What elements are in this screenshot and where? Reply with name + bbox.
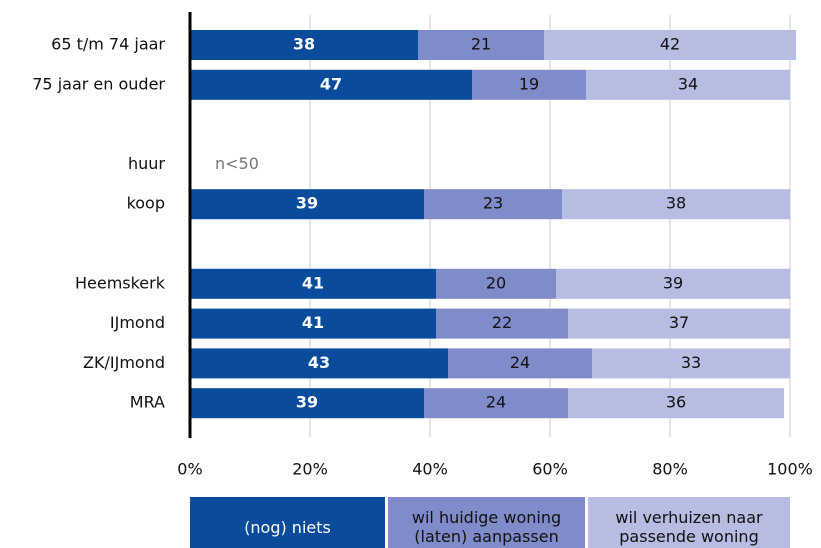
data-label: 41: [302, 273, 324, 292]
bar-segment: [586, 69, 790, 100]
data-label: 36: [666, 393, 686, 412]
y-tick-label: 75 jaar en ouder: [32, 74, 165, 93]
legend-item: wil verhuizen naar passende woning: [588, 497, 790, 548]
data-label: 34: [678, 74, 698, 93]
bar-segment: [448, 348, 592, 379]
data-label: 43: [308, 353, 330, 372]
y-tick-label: IJmond: [110, 313, 165, 332]
data-label: 42: [660, 35, 680, 54]
bar-segment: [562, 189, 790, 220]
data-label: 39: [296, 194, 318, 213]
bar-segment: [190, 388, 424, 419]
x-tick-label: 100%: [767, 460, 813, 479]
bar-segment: [424, 189, 562, 220]
bar-segment: [424, 388, 568, 419]
data-label: 39: [296, 393, 318, 412]
data-label: 38: [293, 35, 315, 54]
y-tick-label: huur: [128, 154, 165, 173]
x-tick-label: 60%: [532, 460, 568, 479]
bar-segment: [568, 388, 784, 419]
y-tick-label: MRA: [130, 393, 165, 412]
data-label: 33: [681, 353, 701, 372]
data-label: 21: [471, 35, 491, 54]
legend-item: wil huidige woning (laten) aanpassen: [388, 497, 585, 548]
y-tick-label: koop: [127, 194, 165, 213]
x-tick-label: 0%: [177, 460, 202, 479]
bar-segment: [190, 189, 424, 220]
x-tick-label: 20%: [292, 460, 328, 479]
x-tick-label: 40%: [412, 460, 448, 479]
legend-item: (nog) niets: [190, 497, 385, 548]
bar-segment: [190, 268, 436, 299]
data-label: 24: [486, 393, 506, 412]
bar-segment: [592, 348, 790, 379]
y-tick-label: Heemskerk: [75, 273, 166, 292]
bar-segment: [568, 308, 790, 339]
data-label: 39: [663, 273, 683, 292]
data-label: 23: [483, 194, 503, 213]
bar-segment: [190, 308, 436, 339]
data-label: 41: [302, 313, 324, 332]
bar-segment: [190, 348, 448, 379]
data-label: 22: [492, 313, 512, 332]
y-tick-label: ZK/IJmond: [83, 353, 165, 372]
bar-segment: [556, 268, 790, 299]
data-label: 19: [519, 74, 539, 93]
bar-segment: [436, 268, 556, 299]
bar-segment: [436, 308, 568, 339]
bar-segment: [190, 69, 472, 100]
y-tick-label: 65 t/m 74 jaar: [51, 35, 165, 54]
data-label: 37: [669, 313, 689, 332]
bar-segment: [190, 30, 418, 60]
x-tick-label: 80%: [652, 460, 688, 479]
data-label: 20: [486, 273, 506, 292]
data-label: 47: [320, 74, 342, 93]
bar-segment: [544, 30, 796, 60]
bar-segment: [418, 30, 544, 60]
data-label: 24: [510, 353, 530, 372]
data-label: 38: [666, 194, 686, 213]
annotation: n<50: [215, 154, 259, 173]
bar-segment: [472, 69, 586, 100]
